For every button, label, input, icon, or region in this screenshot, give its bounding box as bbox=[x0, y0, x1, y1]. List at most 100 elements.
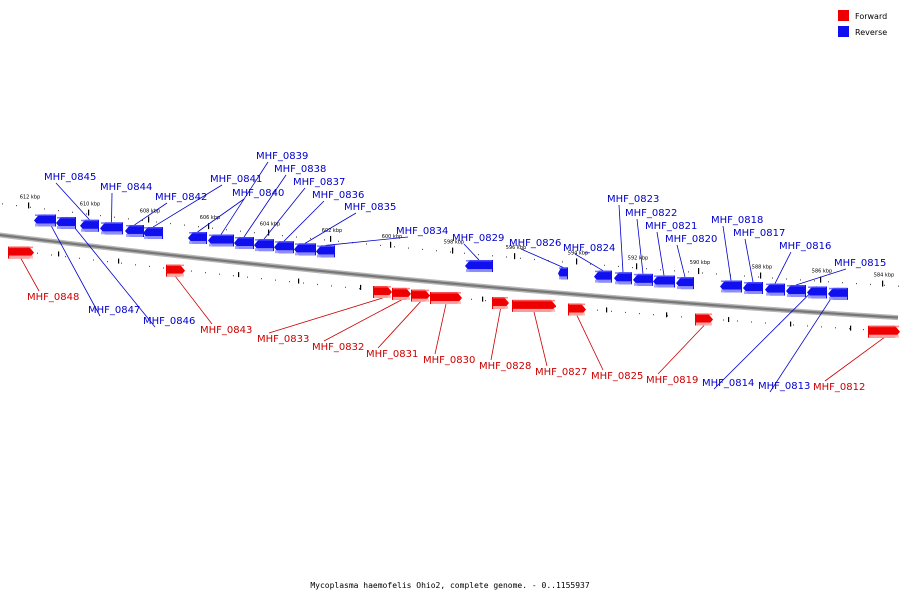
minor-tick-upper bbox=[170, 222, 171, 225]
leader-line bbox=[20, 258, 40, 292]
gene-mhf-0830 bbox=[430, 292, 462, 305]
gene-mhf-0848 bbox=[8, 246, 34, 259]
minor-tick-upper bbox=[744, 275, 745, 277]
minor-tick-lower bbox=[835, 327, 836, 329]
gene-mhf-0841 bbox=[143, 227, 163, 240]
minor-tick-upper bbox=[478, 253, 479, 256]
gene-label: MHF_0818 bbox=[711, 215, 763, 226]
minor-tick-upper bbox=[800, 279, 801, 281]
minor-tick-upper bbox=[590, 263, 591, 265]
minor-tick-lower bbox=[863, 328, 864, 331]
leader-line bbox=[774, 251, 792, 284]
minor-tick-lower bbox=[219, 273, 220, 275]
gene-mhf-0826 bbox=[558, 267, 568, 280]
minor-tick-upper bbox=[282, 234, 283, 237]
gene-mhf-0823 bbox=[614, 272, 632, 285]
minor-tick-lower bbox=[723, 319, 724, 321]
leader-line bbox=[304, 212, 357, 244]
minor-tick-lower bbox=[485, 299, 486, 302]
leader-line bbox=[111, 192, 113, 223]
minor-tick-upper bbox=[296, 236, 297, 238]
gene-mhf-0842 bbox=[125, 224, 144, 237]
gene-label: MHF_0816 bbox=[779, 241, 831, 252]
leader-line bbox=[722, 225, 732, 281]
legend-reverse-label: Reverse bbox=[855, 28, 887, 37]
minor-tick-upper bbox=[534, 258, 535, 261]
minor-tick-upper bbox=[786, 278, 787, 280]
gene-label: MHF_0827 bbox=[535, 367, 587, 378]
scale-tick-label: 604 kbp bbox=[260, 222, 280, 228]
minor-tick-lower bbox=[65, 256, 66, 258]
minor-tick-lower bbox=[821, 326, 822, 328]
leader-line bbox=[44, 214, 101, 317]
minor-tick-upper bbox=[562, 261, 563, 263]
minor-tick-lower bbox=[751, 321, 752, 323]
leader-line bbox=[377, 301, 421, 349]
scale-tick-label: 588 kbp bbox=[752, 265, 772, 271]
leader-line bbox=[490, 308, 501, 361]
minor-tick-lower bbox=[275, 279, 276, 281]
minor-tick-upper bbox=[884, 284, 885, 286]
major-tick bbox=[208, 223, 210, 230]
minor-tick-upper bbox=[380, 244, 381, 247]
minor-tick-upper bbox=[688, 271, 689, 273]
gene-mhf-0845 bbox=[80, 219, 99, 232]
gene-label: MHF_0847 bbox=[88, 305, 140, 316]
major-tick bbox=[330, 235, 332, 242]
gene-mhf-0834 bbox=[316, 245, 335, 258]
gene-mhf-0814 bbox=[807, 286, 827, 299]
gene-label: MHF_0817 bbox=[733, 228, 785, 239]
minor-tick-lower bbox=[737, 320, 738, 322]
minor-tick-lower bbox=[555, 306, 556, 308]
minor-tick-upper bbox=[156, 221, 157, 223]
minor-tick-lower bbox=[107, 260, 108, 263]
scale-tick-label: 602 kbp bbox=[322, 228, 342, 234]
leader-line bbox=[463, 243, 480, 261]
scale-tick-label: 594 kbp bbox=[568, 250, 588, 256]
scale-ticks: 612 kbp 610 kbp 608 kbp 606 kbp 604 kbp 602 k… bbox=[2, 194, 899, 332]
genome-backbone bbox=[0, 232, 899, 321]
minor-tick-lower bbox=[317, 283, 318, 286]
minor-tick-lower bbox=[471, 298, 472, 300]
gene-mhf-0824 bbox=[594, 270, 612, 283]
minor-tick-upper bbox=[492, 255, 493, 257]
minor-tick-lower bbox=[331, 285, 332, 287]
leader-line bbox=[325, 236, 409, 246]
gene-mhf-0812 bbox=[868, 325, 900, 338]
minor-tick-lower bbox=[79, 257, 80, 259]
major-tick bbox=[58, 251, 60, 257]
gene-mhf-0844 bbox=[100, 222, 123, 235]
major-tick bbox=[238, 272, 240, 278]
minor-tick-lower bbox=[597, 309, 598, 311]
scale-tick-label: 606 kbp bbox=[200, 215, 220, 221]
major-tick bbox=[452, 247, 454, 254]
gene-label: MHF_0824 bbox=[563, 243, 615, 254]
minor-tick-upper bbox=[310, 237, 311, 240]
minor-tick-upper bbox=[408, 247, 409, 249]
leader-line bbox=[713, 286, 818, 390]
gene-label: MHF_0842 bbox=[155, 192, 207, 203]
gene-label: MHF_0834 bbox=[396, 226, 448, 237]
gene-label: MHF_0837 bbox=[293, 177, 345, 188]
gene-label: MHF_0832 bbox=[312, 342, 364, 353]
major-tick bbox=[882, 280, 884, 287]
gene-label: MHF_0845 bbox=[44, 172, 96, 183]
major-tick bbox=[820, 276, 822, 283]
leader-line bbox=[434, 303, 447, 355]
leader-line bbox=[197, 198, 245, 233]
gene-label: MHF_0812 bbox=[813, 382, 865, 393]
minor-tick-upper bbox=[632, 266, 633, 269]
leader-line bbox=[574, 253, 604, 272]
minor-tick-lower bbox=[303, 282, 304, 284]
gene-mhf-0813 bbox=[828, 287, 848, 300]
minor-tick-lower bbox=[247, 276, 248, 278]
gene-mhf-0833 bbox=[373, 286, 392, 299]
minor-tick-upper bbox=[814, 280, 815, 282]
gene-mhf-0838 bbox=[234, 237, 254, 250]
minor-tick-upper bbox=[450, 251, 451, 253]
gene-mhf-0843 bbox=[166, 264, 185, 277]
legend-forward-swatch bbox=[838, 10, 849, 21]
leader-line bbox=[268, 297, 383, 334]
gene-mhf-0819 bbox=[695, 313, 713, 326]
major-tick bbox=[360, 284, 362, 290]
